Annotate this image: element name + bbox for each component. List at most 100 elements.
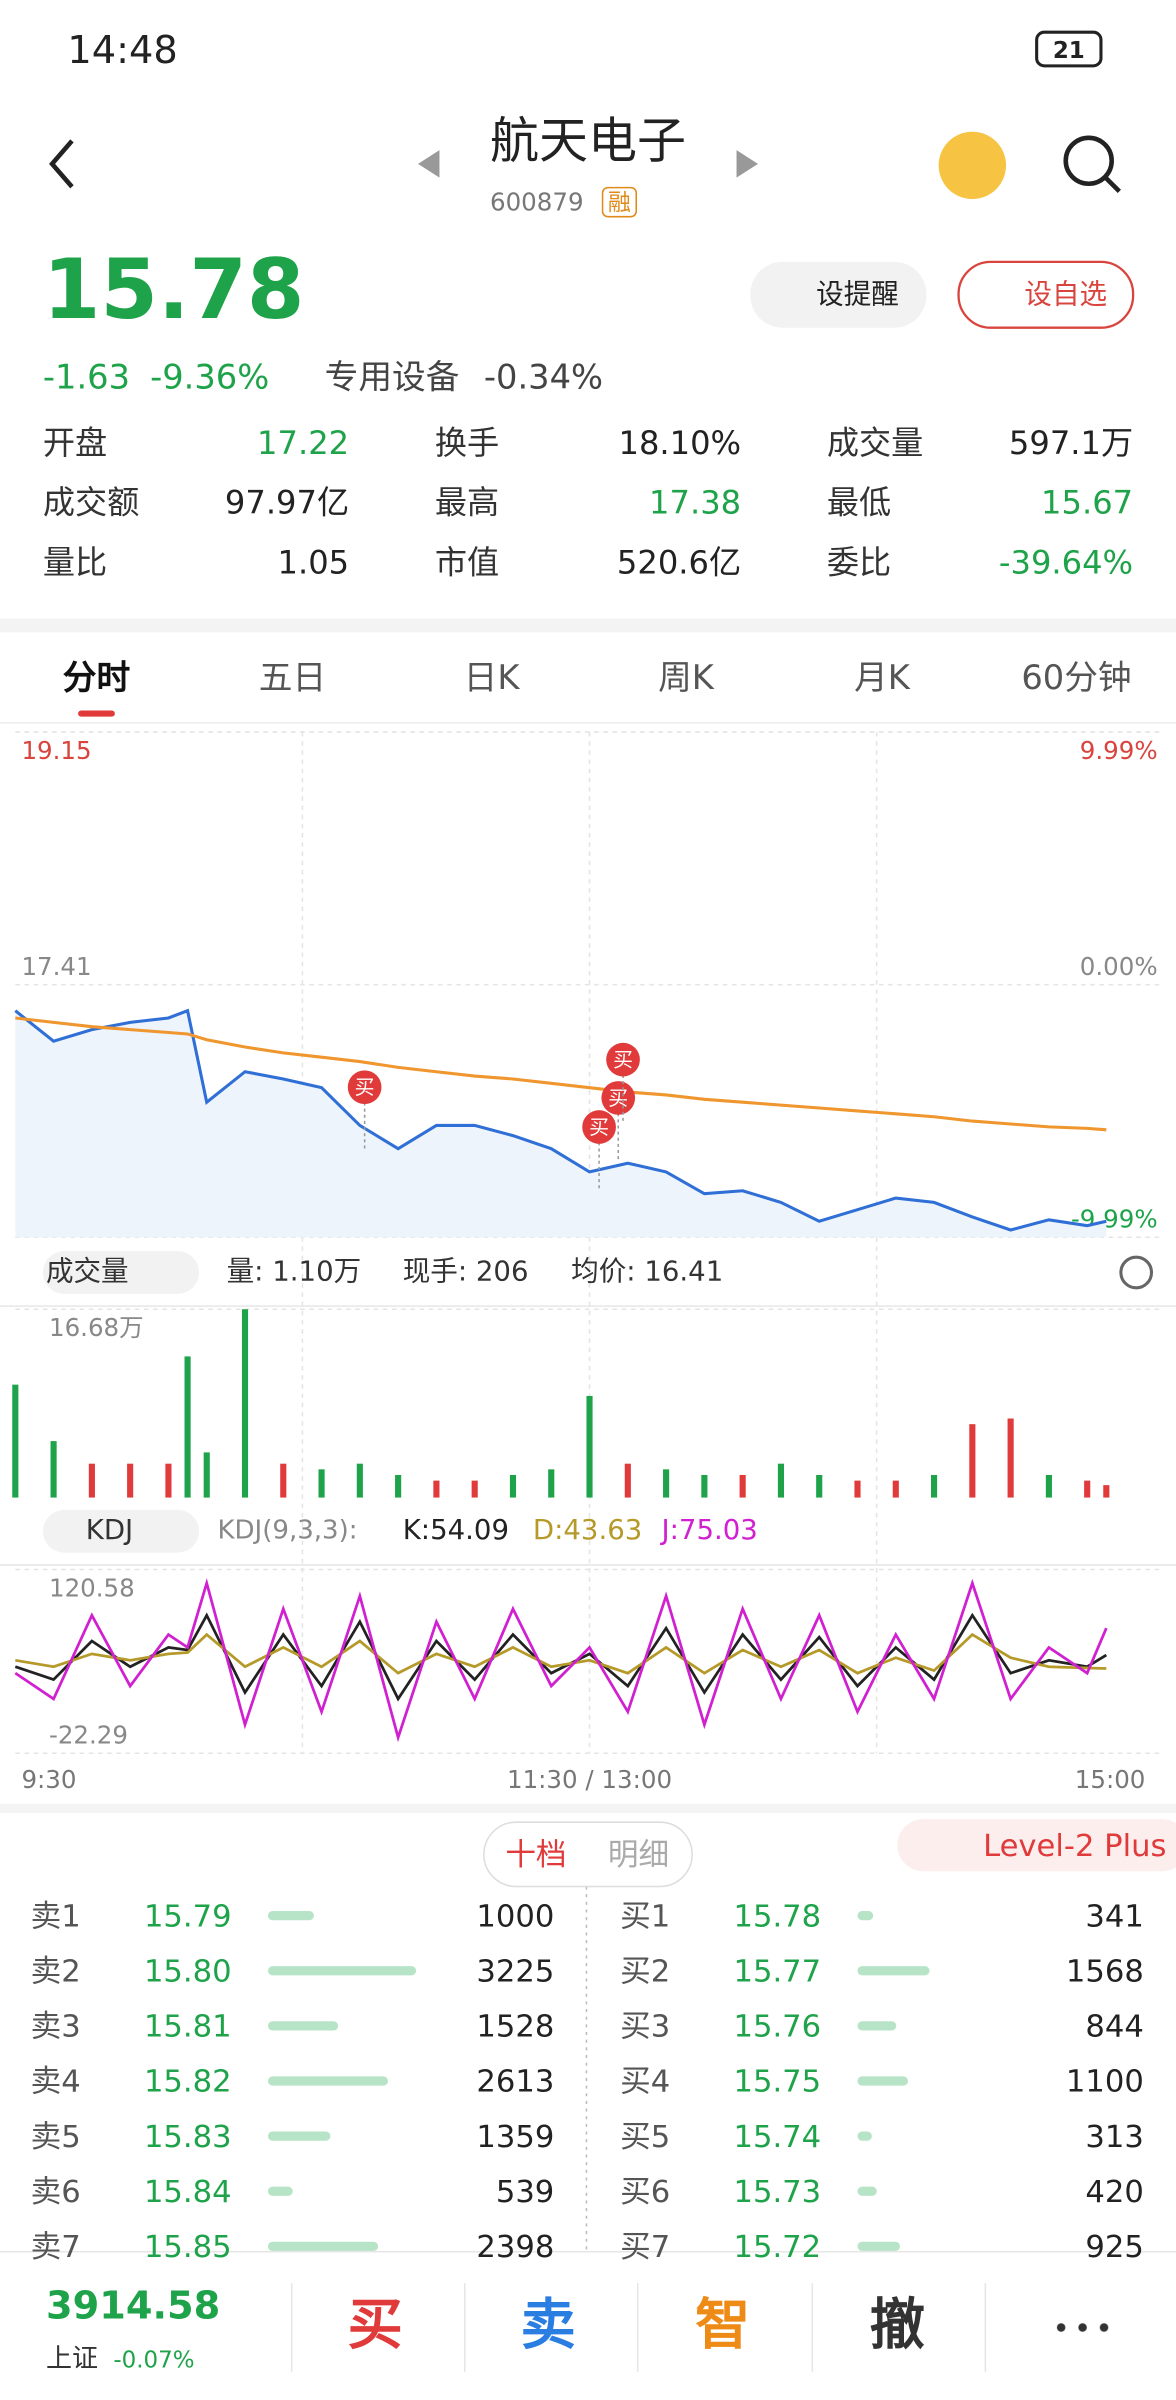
book-price: 15.79 <box>143 1897 232 1934</box>
series-line <box>15 1016 1107 1132</box>
book-label: 买3 <box>620 2007 671 2045</box>
volume-bar <box>931 1474 938 1498</box>
annotation-label: 买 <box>613 1049 633 1072</box>
annotation-badge <box>582 1110 616 1144</box>
stat-value: 15.67 <box>1041 484 1134 522</box>
stat-label: 开盘 <box>42 424 108 462</box>
annotation-label: 买 <box>355 1076 375 1099</box>
action-button[interactable]: 卖 <box>520 2294 576 2358</box>
sector[interactable]: 专用设备 <box>324 359 460 398</box>
volume-selector[interactable]: 成交量 <box>45 1255 129 1289</box>
book-price: 15.72 <box>733 2227 822 2265</box>
y-tick-label: 120.58 <box>49 1573 135 1602</box>
book-price: 15.85 <box>143 2227 232 2265</box>
annotation-badge <box>606 1042 640 1077</box>
volume-bar <box>548 1469 555 1498</box>
change: -1.63 <box>42 359 131 398</box>
tab[interactable]: 60分钟 <box>1021 659 1132 698</box>
volume-bar <box>395 1474 402 1498</box>
status-time: 14:48 <box>67 27 178 72</box>
volume-bar <box>280 1463 287 1498</box>
stat-label: 委比 <box>826 544 892 581</box>
book-price: 15.73 <box>733 2172 822 2210</box>
stat-value: 520.6亿 <box>616 544 742 581</box>
book-bar <box>857 2186 877 2196</box>
volume-bar <box>50 1441 57 1498</box>
book-label: 卖1 <box>30 1897 81 1934</box>
x-tick-label: 9:30 <box>21 1765 76 1794</box>
selector-pill[interactable] <box>42 1509 200 1553</box>
tab[interactable]: 日K <box>463 659 520 698</box>
action-button[interactable]: 智 <box>695 2294 751 2358</box>
action-button[interactable]: 撤 <box>869 2294 925 2358</box>
stat-value: 18.10% <box>618 424 742 462</box>
kdj-params: KDJ(9,3,3): <box>217 1515 358 1547</box>
book-price: 15.74 <box>733 2117 822 2155</box>
stat-value: 17.38 <box>649 484 742 522</box>
settings-icon[interactable] <box>1119 1255 1154 1290</box>
volume-bar <box>203 1452 210 1498</box>
alert-button-label[interactable]: 设提醒 <box>816 278 899 312</box>
separator <box>0 1803 1176 1813</box>
action-button[interactable]: 买 <box>347 2294 403 2358</box>
book-tab[interactable]: 十档 <box>505 1835 567 1873</box>
volume-bar <box>701 1474 708 1498</box>
annotation-label: 买 <box>589 1116 609 1139</box>
x-tick-label: 15:00 <box>1075 1765 1146 1794</box>
level-label[interactable]: Level-2 Plus <box>983 1826 1167 1864</box>
stat-value: 1.05 <box>277 544 350 581</box>
kdj-value: D:43.63 <box>532 1514 643 1547</box>
price: 15.78 <box>42 241 305 338</box>
book-bar <box>267 2241 379 2251</box>
tab-switch[interactable] <box>483 1821 693 1888</box>
more-button[interactable] <box>1050 2322 1112 2333</box>
level-pill[interactable] <box>897 1819 1176 1872</box>
book-price: 15.76 <box>733 2007 822 2045</box>
volume-bar <box>586 1395 593 1498</box>
mascot-icon[interactable] <box>938 131 1007 200</box>
book-price: 15.84 <box>143 2172 232 2210</box>
selector-pill[interactable] <box>42 1251 200 1294</box>
search-icon[interactable] <box>1103 176 1121 194</box>
alert-button[interactable] <box>750 261 927 328</box>
book-bar <box>267 1966 417 1976</box>
volume-bar <box>509 1474 517 1498</box>
book-label: 卖2 <box>30 1952 81 1990</box>
book-label: 买4 <box>620 2062 671 2100</box>
watch-button-label[interactable]: 设自选 <box>1024 278 1108 312</box>
volume-bar <box>892 1480 899 1498</box>
tab[interactable]: 分时 <box>62 659 131 698</box>
sector-change[interactable]: -0.34% <box>483 359 604 398</box>
next-icon[interactable] <box>736 150 758 178</box>
tab[interactable]: 月K <box>854 659 910 698</box>
volume-bar <box>739 1474 746 1498</box>
book-price: 15.78 <box>733 1897 822 1934</box>
series-line <box>15 1632 1107 1675</box>
stat-label: 成交量 <box>826 424 924 462</box>
volume-info: 均价: 16.41 <box>571 1255 724 1289</box>
stat-value: 597.1万 <box>1008 424 1134 462</box>
back-icon[interactable] <box>49 139 74 189</box>
y-tick-label: 16.68万 <box>49 1313 144 1342</box>
book-bar <box>267 2186 293 2196</box>
stat-value: -39.64% <box>998 544 1134 581</box>
book-label: 买5 <box>620 2117 671 2155</box>
tab[interactable]: 周K <box>658 659 714 698</box>
book-tab[interactable]: 明细 <box>607 1835 670 1873</box>
book-label: 买6 <box>620 2172 671 2210</box>
book-bar <box>857 1966 930 1976</box>
tab[interactable]: 五日 <box>258 659 327 698</box>
book-price: 15.81 <box>143 2007 232 2045</box>
kdj-value: J:75.03 <box>661 1514 758 1547</box>
search-icon[interactable] <box>1063 135 1114 187</box>
prev-icon[interactable] <box>418 150 440 178</box>
volume-bar <box>1084 1480 1091 1498</box>
book-qty: 2613 <box>476 2062 555 2100</box>
volume-bar <box>777 1463 784 1498</box>
annotation-badge <box>601 1081 636 1115</box>
y2-tick-label: 0.00% <box>1080 952 1158 981</box>
watch-button[interactable] <box>957 260 1135 329</box>
kdj-selector[interactable]: KDJ <box>85 1514 134 1547</box>
